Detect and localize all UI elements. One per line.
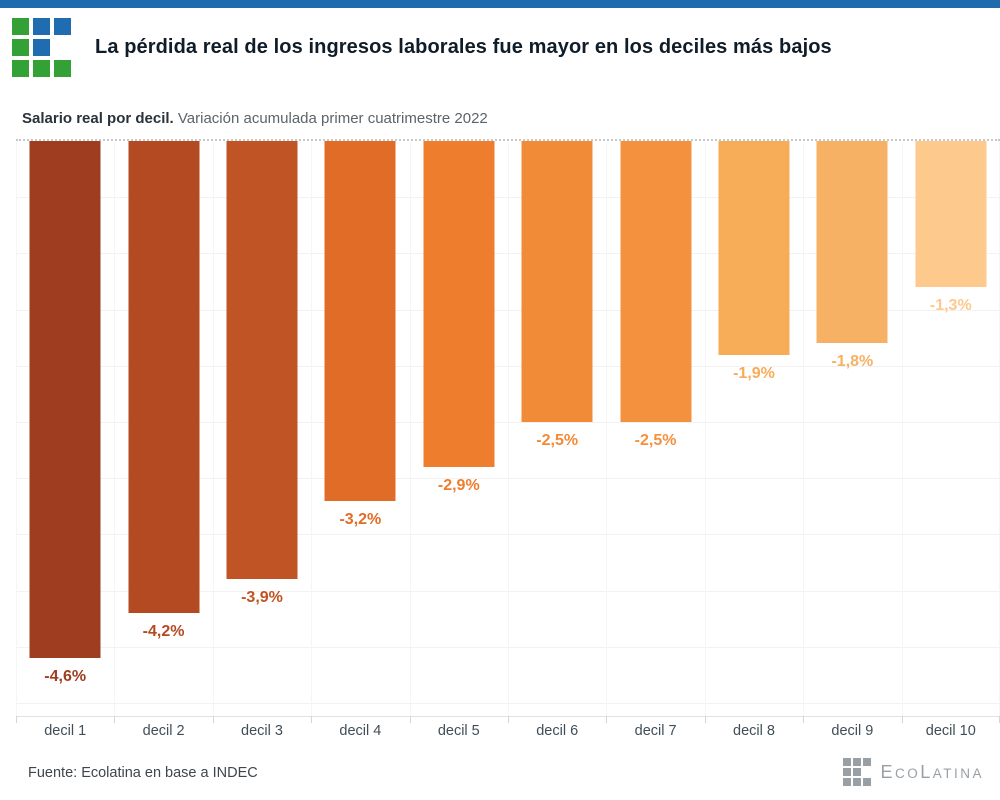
logo-square xyxy=(12,18,29,35)
v-gridline xyxy=(410,141,411,716)
brand-wordmark-part: CO xyxy=(894,765,921,781)
v-gridline xyxy=(311,141,312,716)
logo-square xyxy=(54,60,71,77)
logo-gap xyxy=(54,39,71,56)
logo-square xyxy=(33,60,50,77)
bar-column-2: -4,2% decil 2 xyxy=(114,141,212,739)
bar-decil-7 xyxy=(620,141,692,422)
bar-column-4: -3,2% decil 4 xyxy=(311,141,409,739)
logo-square xyxy=(843,758,852,766)
bar-value-label: -3,9% xyxy=(241,589,283,606)
bar-column-9: -1,8% decil 9 xyxy=(803,141,901,739)
bar-decil-9 xyxy=(816,141,888,343)
bar-value-label: -2,5% xyxy=(536,432,579,449)
axis-tick xyxy=(410,716,411,723)
bar-decil-10 xyxy=(915,141,987,287)
axis-tick xyxy=(803,716,804,723)
logo-square xyxy=(863,758,872,766)
category-label: decil 1 xyxy=(44,723,87,739)
bar-value-label: -2,5% xyxy=(634,432,677,449)
bar-value-label: -3,2% xyxy=(339,511,382,528)
axis-tick xyxy=(16,716,17,723)
bar-decil-1 xyxy=(29,141,101,658)
logo-square xyxy=(12,39,29,56)
ecolatina-logo-icon xyxy=(12,18,71,77)
chart-subtitle-regular: Variación acumulada primer cuatrimestre … xyxy=(173,110,488,127)
bar-decil-8 xyxy=(718,141,790,355)
v-gridline xyxy=(902,141,903,716)
brand-accent-bar xyxy=(0,0,1000,8)
v-gridline xyxy=(16,141,17,716)
brand-wordmark-part: ATINA xyxy=(932,765,984,781)
axis-tick xyxy=(902,716,903,723)
axis-tick xyxy=(606,716,607,723)
bar-value-label: -2,9% xyxy=(437,477,480,494)
category-label: decil 10 xyxy=(925,723,976,739)
category-label: decil 9 xyxy=(831,723,874,739)
bar-decil-6 xyxy=(521,141,593,422)
footer-brand: ECOLATINA xyxy=(843,758,984,786)
v-gridline xyxy=(114,141,115,716)
v-gridline xyxy=(803,141,804,716)
axis-tick xyxy=(705,716,706,723)
zero-baseline xyxy=(16,139,1000,141)
category-label: decil 2 xyxy=(142,723,185,739)
bar-value-label: -1,9% xyxy=(733,365,775,382)
logo-square xyxy=(54,18,71,35)
bar-column-5: -2,9% decil 5 xyxy=(410,141,508,739)
logo-square xyxy=(853,778,862,786)
header: La pérdida real de los ingresos laborale… xyxy=(12,18,832,77)
bar-column-8: -1,9% decil 8 xyxy=(705,141,803,739)
axis-tick xyxy=(213,716,214,723)
bar-column-3: -3,9% decil 3 xyxy=(213,141,311,739)
axis-tick xyxy=(311,716,312,723)
bar-column-1: -4,6% decil 1 xyxy=(16,141,114,739)
category-label: decil 8 xyxy=(733,723,775,739)
v-gridline xyxy=(705,141,706,716)
page-title: La pérdida real de los ingresos laborale… xyxy=(95,36,832,58)
category-label: decil 5 xyxy=(437,723,480,739)
bar-column-6: -2,5% decil 6 xyxy=(508,141,606,739)
logo-square xyxy=(863,778,872,786)
logo-square xyxy=(843,768,852,776)
category-label: decil 6 xyxy=(536,723,579,739)
v-gridline xyxy=(508,141,509,716)
bar-value-label: -4,6% xyxy=(44,668,87,685)
bar-column-10: -1,3% decil 10 xyxy=(902,141,1000,739)
chart-subtitle: Salario real por decil. Variación acumul… xyxy=(22,110,488,127)
axis-tick xyxy=(114,716,115,723)
logo-gap xyxy=(863,768,871,776)
bar-decil-2 xyxy=(128,141,200,613)
logo-square xyxy=(853,758,862,766)
bar-chart: -4,6% decil 1 -4,2% decil 2 -3,9% decil 3 -3,2… xyxy=(16,139,1000,739)
axis-tick xyxy=(508,716,509,723)
chart-subtitle-bold: Salario real por decil. xyxy=(22,110,174,127)
v-gridline xyxy=(606,141,607,716)
category-label: decil 4 xyxy=(339,723,382,739)
brand-wordmark: ECOLATINA xyxy=(880,763,984,782)
bar-value-label: -1,3% xyxy=(929,297,972,314)
v-gridline xyxy=(213,141,214,716)
source-note: Fuente: Ecolatina en base a INDEC xyxy=(28,765,258,781)
logo-square xyxy=(33,18,50,35)
category-label: decil 7 xyxy=(634,723,677,739)
bar-decil-4 xyxy=(324,141,396,501)
bar-decil-5 xyxy=(423,141,495,467)
brand-wordmark-part: L xyxy=(920,761,933,782)
ecolatina-logo-gray-icon xyxy=(843,758,872,786)
category-label: decil 3 xyxy=(241,723,283,739)
brand-wordmark-part: E xyxy=(880,761,895,782)
bar-decil-3 xyxy=(226,141,298,579)
logo-square xyxy=(843,778,852,786)
logo-square xyxy=(853,768,862,776)
logo-square xyxy=(12,60,29,77)
logo-square xyxy=(33,39,50,56)
bar-column-7: -2,5% decil 7 xyxy=(606,141,704,739)
bar-value-label: -4,2% xyxy=(142,623,185,640)
bar-value-label: -1,8% xyxy=(831,353,874,370)
